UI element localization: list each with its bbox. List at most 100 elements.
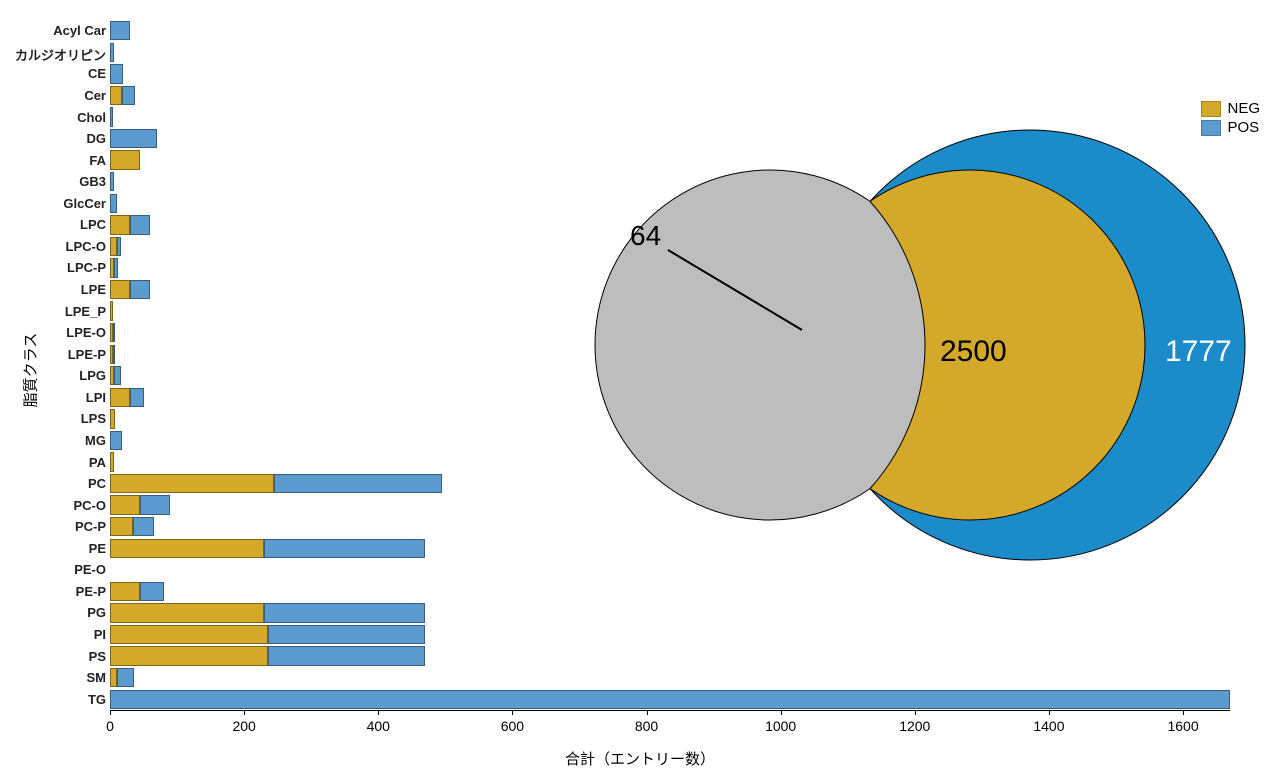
bar-segment-pos <box>110 129 157 148</box>
category-label: Chol <box>6 110 106 125</box>
bar-row <box>110 539 1230 558</box>
bar-segment-neg <box>110 280 130 299</box>
legend-label: POS <box>1227 119 1259 136</box>
x-tick-label: 1400 <box>1033 718 1064 734</box>
bar-row <box>110 323 1230 342</box>
category-label: LPG <box>6 368 106 383</box>
bar-segment-pos <box>130 388 143 407</box>
bar-row <box>110 452 1230 471</box>
x-tick-label: 600 <box>501 718 524 734</box>
bar-segment-neg <box>110 517 133 536</box>
category-label: PC <box>6 476 106 491</box>
x-tick <box>110 710 111 715</box>
category-label: PI <box>6 627 106 642</box>
category-label: MG <box>6 433 106 448</box>
legend-item: POS <box>1201 119 1260 136</box>
bar-segment-neg <box>110 409 115 428</box>
bar-segment-neg <box>110 539 264 558</box>
bar-segment-pos <box>140 582 163 601</box>
venn-label-pos-only: 1777 <box>1165 335 1232 369</box>
x-tick <box>781 710 782 715</box>
bar-segment-neg <box>110 452 114 471</box>
bar-row <box>110 474 1230 493</box>
bar-segment-pos <box>110 690 1230 709</box>
bar-segment-pos <box>110 194 117 213</box>
x-tick <box>378 710 379 715</box>
x-tick <box>512 710 513 715</box>
bar-segment-neg <box>110 388 130 407</box>
bar-row <box>110 129 1230 148</box>
category-label: PE-P <box>6 584 106 599</box>
x-tick <box>915 710 916 715</box>
category-label: LPS <box>6 411 106 426</box>
bar-row <box>110 258 1230 277</box>
bar-row <box>110 388 1230 407</box>
category-label: PE-O <box>6 562 106 577</box>
x-tick-label: 200 <box>232 718 255 734</box>
category-label: LPC <box>6 217 106 232</box>
bar-segment-pos <box>268 646 426 665</box>
bar-row <box>110 668 1230 687</box>
bar-segment-pos <box>268 625 426 644</box>
bar-row <box>110 215 1230 234</box>
bar-segment-neg <box>110 301 113 320</box>
category-label: DG <box>6 131 106 146</box>
category-label: PE <box>6 541 106 556</box>
bar-segment-neg <box>110 603 264 622</box>
bar-row <box>110 107 1230 126</box>
category-label: PA <box>6 455 106 470</box>
bar-segment-neg <box>110 150 140 169</box>
bar-segment-neg <box>110 86 122 105</box>
bar-segment-neg <box>110 215 130 234</box>
legend-label: NEG <box>1227 100 1260 117</box>
x-tick-label: 400 <box>367 718 390 734</box>
category-label: Cer <box>6 88 106 103</box>
bar-row <box>110 431 1230 450</box>
bar-row <box>110 690 1230 709</box>
category-label: PS <box>6 649 106 664</box>
bar-row <box>110 366 1230 385</box>
bar-segment-pos <box>130 280 150 299</box>
bar-segment-pos <box>122 86 135 105</box>
bar-segment-pos <box>110 431 122 450</box>
bar-segment-pos <box>140 495 170 514</box>
legend-item: NEG <box>1201 100 1260 117</box>
category-label: GB3 <box>6 174 106 189</box>
bar-segment-pos <box>133 517 153 536</box>
bar-segment-pos <box>110 43 114 62</box>
bar-segment-neg <box>110 646 268 665</box>
bar-row <box>110 86 1230 105</box>
legend: NEG POS <box>1201 100 1260 138</box>
bar-row <box>110 64 1230 83</box>
x-tick-label: 1000 <box>765 718 796 734</box>
plot-inner <box>110 20 1230 710</box>
category-label: LPC-O <box>6 239 106 254</box>
figure-container: 脂質クラス 02004006008001000120014001600 合計（エ… <box>0 0 1280 776</box>
bar-row <box>110 194 1230 213</box>
bar-row <box>110 150 1230 169</box>
bar-segment-pos <box>117 668 134 687</box>
venn-label-neg-only: 64 <box>630 220 661 252</box>
category-label: LPI <box>6 390 106 405</box>
bar-segment-pos <box>117 237 121 256</box>
bar-segment-pos <box>110 21 130 40</box>
category-label: Acyl Car <box>6 23 106 38</box>
legend-swatch <box>1201 101 1221 117</box>
bar-segment-neg <box>110 474 274 493</box>
bar-segment-pos <box>114 258 118 277</box>
bar-row <box>110 582 1230 601</box>
bar-row <box>110 495 1230 514</box>
bar-segment-pos <box>113 345 116 364</box>
x-axis-title: 合計（エントリー数） <box>565 748 715 769</box>
bar-row <box>110 43 1230 62</box>
category-label: LPC-P <box>6 260 106 275</box>
x-tick <box>1183 710 1184 715</box>
bar-row <box>110 237 1230 256</box>
bar-segment-pos <box>113 323 116 342</box>
category-label: LPE-P <box>6 347 106 362</box>
bar-row <box>110 21 1230 40</box>
bar-row <box>110 280 1230 299</box>
bar-row <box>110 560 1230 579</box>
bar-plot-area: 02004006008001000120014001600 <box>110 20 1230 711</box>
bar-row <box>110 625 1230 644</box>
